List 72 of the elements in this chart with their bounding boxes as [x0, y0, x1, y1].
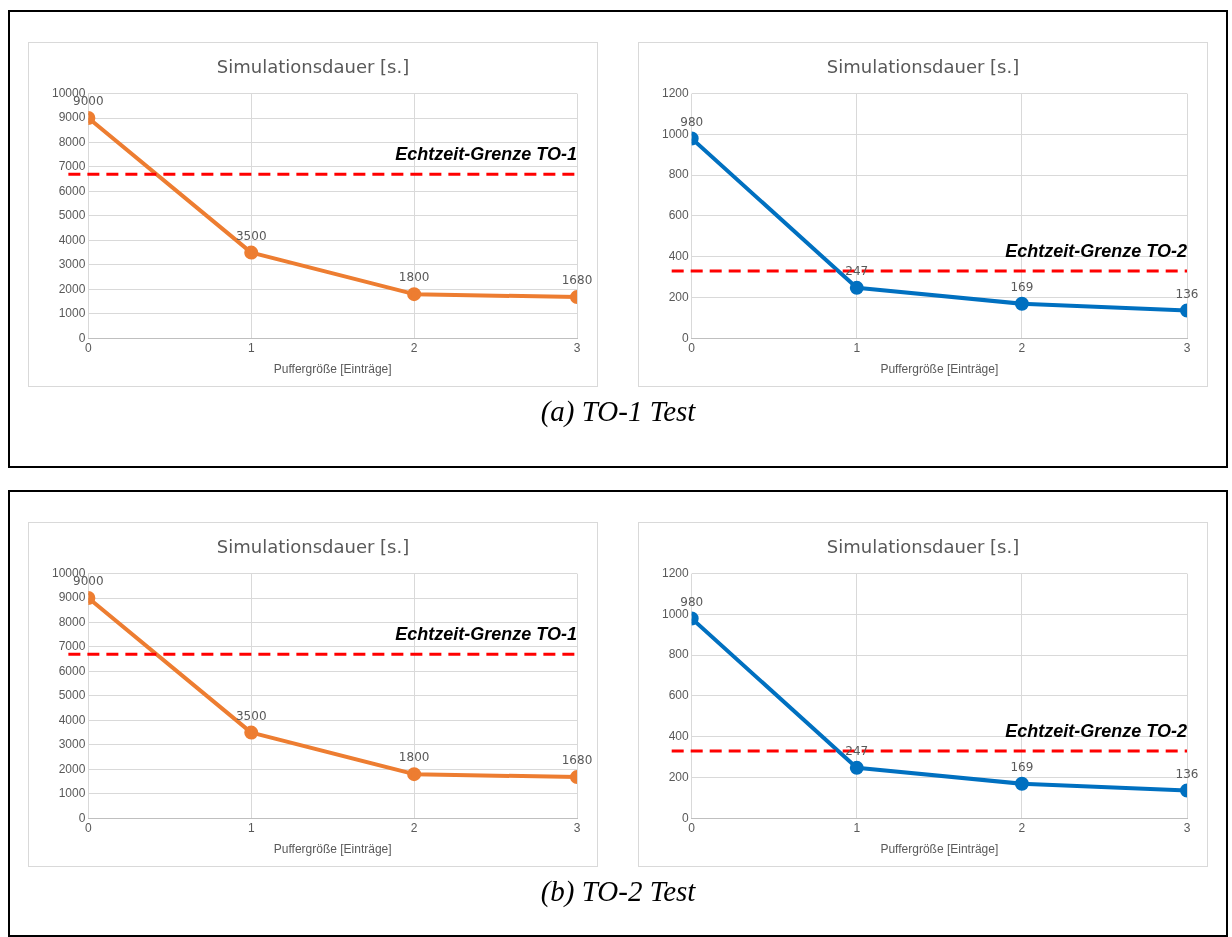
chart-title: Simulationsdauer [s.]: [826, 536, 1020, 558]
data-label: 980: [680, 114, 704, 129]
text: (a) TO-1 Test: [539, 395, 697, 428]
x-axis-title: Puffergröße [Einträge]: [273, 842, 392, 857]
y-tick-label: 8000: [58, 134, 86, 149]
y-tick-label: 400: [668, 728, 690, 743]
y-tick-label: 200: [668, 769, 690, 784]
x-tick-label: 1: [247, 340, 255, 355]
y-tick-label: 5000: [58, 688, 86, 703]
x-tick-label: 3: [573, 820, 581, 835]
y-tick-label: 1000: [661, 606, 690, 621]
x-tick-label: 2: [410, 340, 418, 355]
y-tick-label: 2000: [58, 281, 86, 296]
y-tick-label: 7000: [58, 159, 86, 174]
y-tick-label: 3000: [58, 737, 86, 752]
y-tick-label: 1000: [661, 126, 690, 141]
y-tick-label: 0: [682, 810, 690, 825]
x-tick-label: 2: [410, 820, 418, 835]
data-label: 1800: [398, 750, 430, 765]
y-tick-label: 5000: [58, 208, 86, 223]
data-label: 136: [1175, 286, 1199, 301]
ref-line-label: Echtzeit-Grenze TO-2: [1005, 240, 1187, 261]
y-tick-label: 1000: [58, 306, 86, 321]
data-label: 1680: [561, 753, 593, 768]
y-tick-label: 6000: [58, 183, 86, 198]
x-tick-label: 3: [1183, 340, 1191, 355]
y-tick-label: 4000: [58, 232, 86, 247]
y-tick-label: 0: [78, 330, 86, 345]
y-tick-label: 6000: [58, 663, 86, 678]
ref-line-label: Echtzeit-Grenze TO-2: [1005, 720, 1187, 741]
data-label: 1800: [398, 270, 430, 285]
x-tick-label: 1: [853, 820, 861, 835]
y-tick-label: 2000: [58, 761, 86, 776]
y-tick-label: 1200: [661, 85, 690, 100]
data-label: 136: [1175, 766, 1199, 781]
y-tick-label: 600: [668, 688, 690, 703]
x-axis-title: Puffergröße [Einträge]: [273, 362, 392, 377]
y-tick-label: 600: [668, 208, 690, 223]
data-label: 980: [680, 594, 704, 609]
y-tick-label: 3000: [58, 257, 86, 272]
data-label: 3500: [235, 708, 267, 723]
chart-title: Simulationsdauer [s.]: [216, 536, 410, 558]
y-tick-label: 400: [668, 248, 690, 263]
x-tick-label: 1: [247, 820, 255, 835]
x-tick-label: 3: [1183, 820, 1191, 835]
y-tick-label: 4000: [58, 712, 86, 727]
x-tick-label: 2: [1018, 820, 1026, 835]
y-tick-label: 200: [668, 289, 690, 304]
y-tick-label: 9000: [58, 110, 86, 125]
text: (b) TO-2 Test: [539, 875, 697, 908]
chart-title: Simulationsdauer [s.]: [216, 56, 410, 78]
y-tick-label: 800: [668, 167, 690, 182]
data-label: 1680: [561, 273, 593, 288]
chart-title: Simulationsdauer [s.]: [826, 56, 1020, 78]
data-label: 3500: [235, 228, 267, 243]
ref-line-label: Echtzeit-Grenze TO-1: [395, 624, 577, 645]
y-tick-label: 800: [668, 647, 690, 662]
x-tick-label: 3: [573, 340, 581, 355]
x-axis-title: Puffergröße [Einträge]: [880, 842, 999, 857]
data-label: 169: [1010, 759, 1034, 774]
ref-line-label: Echtzeit-Grenze TO-1: [395, 144, 577, 165]
y-tick-label: 0: [78, 810, 86, 825]
y-tick-label: 1000: [58, 786, 86, 801]
x-axis-title: Puffergröße [Einträge]: [880, 362, 999, 377]
x-tick-label: 1: [853, 340, 861, 355]
data-label: 169: [1010, 279, 1034, 294]
y-tick-label: 1200: [661, 565, 690, 580]
y-tick-label: 8000: [58, 614, 86, 629]
y-tick-label: 7000: [58, 639, 86, 654]
x-tick-label: 2: [1018, 340, 1026, 355]
y-tick-label: 9000: [58, 590, 86, 605]
y-tick-label: 0: [682, 330, 690, 345]
